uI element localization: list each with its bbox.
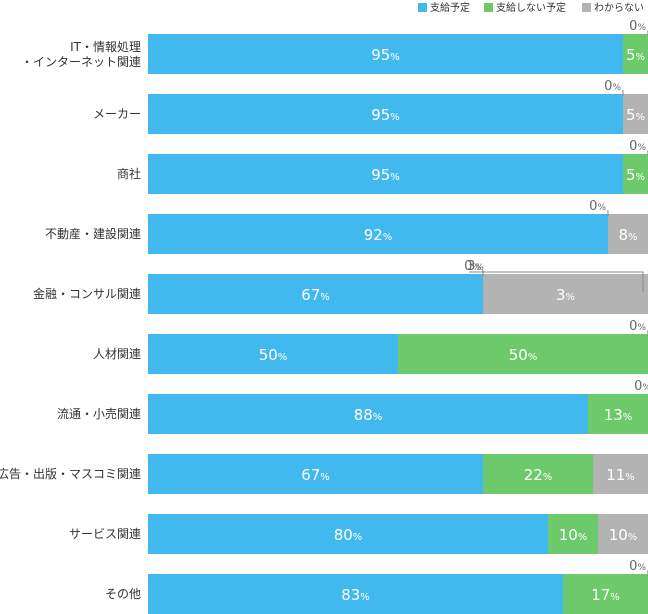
callout-leader (647, 150, 648, 156)
bar-segment (148, 214, 608, 254)
bar-segment (148, 514, 548, 554)
data-label: 95% (371, 46, 400, 64)
data-label: 95% (371, 166, 400, 184)
callout-leader (482, 270, 484, 276)
category-label: 金融・コンサル関連 (33, 286, 141, 301)
bar-segment (593, 454, 648, 494)
small-value-label: 3% (467, 259, 484, 274)
legend-item: わからない (582, 2, 644, 14)
category-label: 流通・小売関連 (57, 406, 141, 421)
category-label: メーカー (93, 107, 141, 121)
bar-segment (588, 394, 648, 434)
callout-leader (647, 30, 648, 36)
zero-value-label: 0% (634, 379, 648, 394)
data-label: 5% (626, 46, 645, 64)
data-label: 50% (259, 346, 288, 364)
data-label: 50% (509, 346, 538, 364)
bar-segment (483, 454, 593, 494)
category-label: 商社 (117, 166, 141, 181)
callout-leader (647, 570, 648, 576)
bar-segment (623, 154, 648, 194)
callout-leader (622, 90, 624, 96)
category-label: サービス関連 (69, 527, 141, 541)
legend-swatch (484, 3, 493, 12)
callout-leader (647, 330, 648, 336)
category-label: 人材関連 (93, 347, 141, 361)
bar-segment (563, 574, 648, 614)
data-label: 22% (524, 466, 553, 484)
data-label: 11% (606, 466, 635, 484)
legend-swatch (582, 3, 591, 12)
bar-row: 88% 13%0% (148, 379, 648, 434)
category-label: 不動産・建設関連 (45, 226, 141, 241)
legend-label: わからない (594, 2, 644, 14)
zero-value-label: 0% (629, 319, 646, 334)
zero-value-label: 0% (464, 259, 481, 274)
callout-leader (607, 210, 609, 216)
data-label: 92% (364, 226, 393, 244)
bar-segment (398, 334, 648, 374)
bar-row: 67% 22% 11% (148, 454, 648, 494)
bar-segment (148, 154, 623, 194)
bars: 95% 5%0%95% 5%0%95% 5%0%92% 8%0%67% 3%0%3%50%… (148, 19, 648, 614)
bar-segment (623, 94, 648, 134)
data-label: 5% (626, 166, 645, 184)
data-label: 3% (556, 286, 575, 304)
bar-segment (623, 34, 648, 74)
data-label: 8% (618, 226, 637, 244)
data-label: 10% (559, 526, 588, 544)
data-label: 13% (604, 406, 633, 424)
bar-row: 95% 5% 0% (148, 19, 648, 74)
legend-label: 支給しない予定 (496, 1, 566, 14)
category-label: 広告・出版・マスコミ関連 (0, 467, 141, 481)
bar-segment (548, 514, 598, 554)
zero-value-label: 0% (629, 19, 646, 34)
category-label: その他 (105, 587, 141, 601)
bar-segment (598, 514, 648, 554)
legend-item: 支給予定 (418, 1, 470, 14)
legend: 支給予定 支給しない予定 わからない (418, 1, 644, 14)
legend-label: 支給予定 (430, 1, 470, 14)
bar-segment (483, 274, 648, 314)
category-label: IT・情報処理・インターネット関連 (21, 40, 141, 69)
bar-row: 50% 50% 0% (148, 319, 648, 374)
zero-value-label: 0% (589, 199, 606, 214)
legend-item: 支給しない予定 (484, 1, 566, 14)
bar-segment (148, 334, 398, 374)
bar-segment (148, 394, 588, 434)
bar-row: 95% 5% 0% (148, 79, 648, 134)
data-label: 10% (609, 526, 638, 544)
bar-segment (148, 574, 563, 614)
data-label: 67% (301, 466, 330, 484)
zero-value-label: 0% (629, 559, 646, 574)
bar-segment (148, 34, 623, 74)
data-label: 17% (591, 586, 620, 604)
data-label: 88% (354, 406, 383, 424)
data-label: 67% (301, 286, 330, 304)
legend-swatch (418, 3, 427, 12)
zero-value-label: 0% (629, 139, 646, 154)
bar-segment (608, 214, 648, 254)
bar-segment (148, 94, 623, 134)
callout-leader (469, 271, 644, 292)
bar-row: 80% 10% 10% (148, 514, 648, 554)
data-label: 80% (334, 526, 363, 544)
bar-row: 95% 5% 0% (148, 139, 648, 194)
bar-row: 83% 17% 0% (148, 559, 648, 614)
category-labels: IT・情報処理・インターネット関連メーカー商社不動産・建設関連金融・コンサル関連… (0, 40, 141, 601)
data-label: 83% (341, 586, 370, 604)
bar-row: 92% 8% 0% (148, 199, 648, 254)
data-label: 5% (626, 106, 645, 124)
bar-row: 67% 3%0%3% (148, 259, 648, 314)
data-label: 95% (371, 106, 400, 124)
bar-segment (148, 454, 483, 494)
zero-value-label: 0% (604, 79, 621, 94)
bar-segment (148, 274, 483, 314)
